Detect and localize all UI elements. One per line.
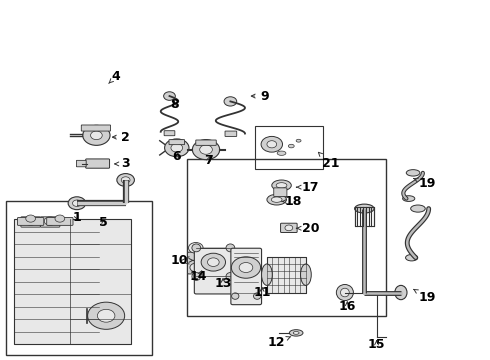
Ellipse shape [411, 205, 425, 212]
Ellipse shape [395, 285, 407, 300]
Bar [355, 207, 374, 226]
Circle shape [55, 215, 65, 222]
FancyBboxPatch shape [196, 140, 216, 145]
FancyBboxPatch shape [188, 252, 204, 274]
Text: 10: 10 [171, 254, 194, 267]
Text: 4: 4 [109, 70, 120, 84]
Ellipse shape [406, 170, 420, 176]
Ellipse shape [341, 288, 349, 297]
Ellipse shape [296, 139, 301, 142]
Ellipse shape [403, 196, 415, 202]
Text: 5: 5 [99, 216, 108, 229]
Circle shape [165, 139, 189, 157]
Circle shape [44, 217, 56, 225]
Circle shape [224, 97, 237, 106]
Circle shape [73, 200, 81, 206]
Ellipse shape [300, 264, 311, 285]
FancyBboxPatch shape [274, 188, 287, 197]
Ellipse shape [336, 284, 353, 301]
FancyBboxPatch shape [195, 248, 232, 294]
FancyBboxPatch shape [76, 160, 86, 167]
FancyBboxPatch shape [81, 125, 111, 131]
Text: 14: 14 [190, 270, 207, 283]
Ellipse shape [272, 180, 291, 191]
Text: 6: 6 [172, 150, 181, 163]
Ellipse shape [289, 330, 303, 336]
Circle shape [193, 140, 220, 159]
Text: 13: 13 [215, 277, 232, 290]
Text: 9: 9 [251, 90, 269, 103]
Circle shape [98, 309, 115, 322]
Circle shape [201, 253, 225, 271]
Circle shape [190, 263, 202, 272]
Ellipse shape [192, 273, 201, 280]
Ellipse shape [288, 144, 294, 148]
Text: 19: 19 [414, 177, 437, 190]
FancyBboxPatch shape [231, 248, 262, 305]
Circle shape [68, 197, 86, 210]
Bar [255, 126, 323, 169]
Bar [267, 257, 306, 293]
Circle shape [117, 174, 134, 186]
FancyBboxPatch shape [225, 131, 237, 136]
Ellipse shape [192, 244, 201, 252]
Text: 3: 3 [115, 157, 130, 170]
Circle shape [26, 215, 35, 222]
Bar [187, 158, 386, 316]
Text: 20: 20 [296, 222, 319, 235]
Ellipse shape [271, 197, 282, 202]
Circle shape [239, 262, 253, 273]
Circle shape [91, 131, 102, 140]
FancyBboxPatch shape [169, 140, 185, 145]
Circle shape [25, 217, 36, 225]
Circle shape [171, 144, 183, 152]
Text: 18: 18 [282, 195, 302, 208]
Ellipse shape [355, 204, 374, 213]
Text: 16: 16 [339, 300, 356, 313]
Ellipse shape [406, 255, 417, 261]
FancyBboxPatch shape [14, 219, 130, 344]
Ellipse shape [267, 194, 287, 205]
Text: 7: 7 [204, 154, 213, 167]
FancyBboxPatch shape [40, 217, 60, 227]
FancyBboxPatch shape [18, 217, 44, 225]
Circle shape [83, 125, 110, 145]
Text: 21: 21 [318, 152, 339, 170]
Text: 8: 8 [170, 99, 179, 112]
FancyBboxPatch shape [281, 223, 297, 233]
Ellipse shape [262, 264, 272, 285]
Ellipse shape [226, 244, 235, 252]
FancyBboxPatch shape [86, 159, 110, 168]
Circle shape [200, 145, 212, 154]
Circle shape [164, 92, 175, 100]
FancyBboxPatch shape [21, 217, 40, 227]
Ellipse shape [232, 293, 239, 299]
Circle shape [121, 177, 130, 183]
Circle shape [285, 225, 293, 231]
Ellipse shape [253, 293, 261, 299]
Text: 19: 19 [414, 289, 437, 305]
Text: 2: 2 [112, 131, 130, 144]
Circle shape [231, 257, 261, 278]
Ellipse shape [277, 151, 286, 156]
Text: 17: 17 [296, 181, 319, 194]
Circle shape [261, 136, 283, 152]
Text: 12: 12 [268, 336, 291, 349]
Circle shape [207, 258, 219, 266]
Ellipse shape [276, 183, 287, 188]
Ellipse shape [226, 273, 235, 280]
Circle shape [189, 243, 203, 253]
Circle shape [88, 302, 124, 329]
Circle shape [267, 141, 277, 148]
Text: 11: 11 [253, 286, 271, 299]
FancyBboxPatch shape [164, 131, 175, 136]
Text: 1: 1 [73, 211, 81, 224]
Text: 15: 15 [368, 338, 385, 351]
Bar [6, 202, 152, 355]
FancyBboxPatch shape [47, 217, 73, 225]
Ellipse shape [293, 332, 299, 334]
